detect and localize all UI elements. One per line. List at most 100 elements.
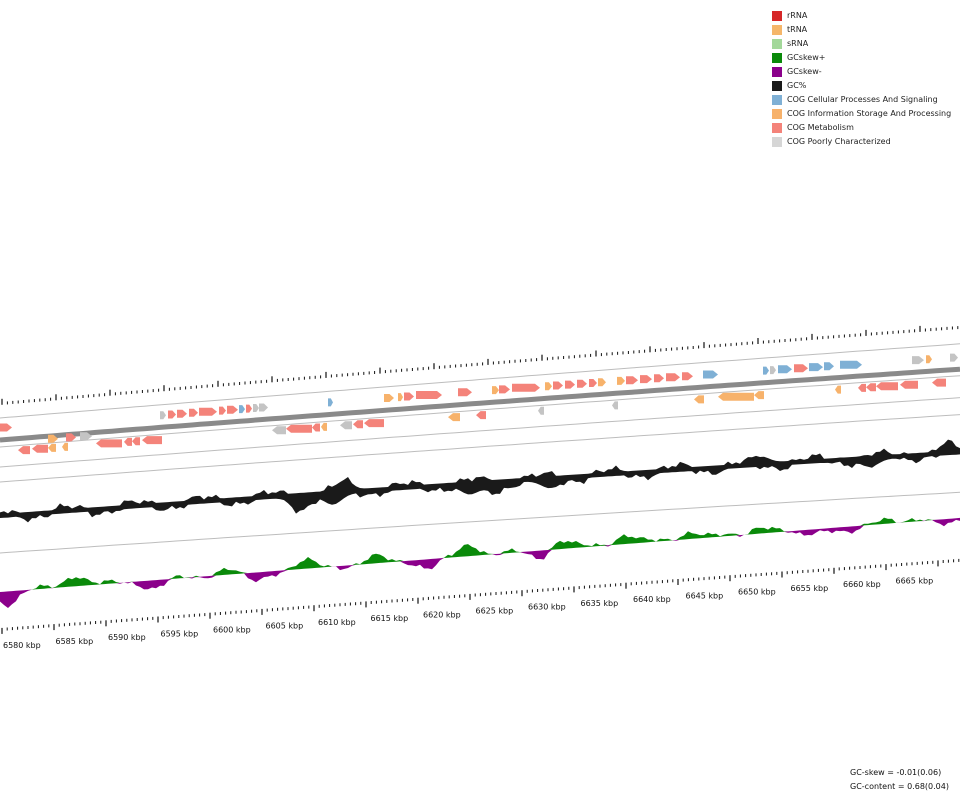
gene-arrow [476,411,486,420]
gc-skew-positive [0,517,960,592]
legend-swatch [772,81,782,91]
gene-arrow [96,439,122,448]
inner-tick-ruler [1,558,960,634]
gene-arrow [18,446,30,455]
kbp-label: 6650 kbp [738,588,776,597]
gene-arrow [286,424,312,433]
legend: rRNA tRNA sRNA GCskew+ GCskew- GC% COG Cellula… [772,9,951,149]
gene-arrow [364,419,384,428]
gene-arrow [577,379,587,388]
gene-arrow [778,365,792,374]
track-line [0,343,960,419]
gene-arrow [912,356,924,365]
track-line [0,414,960,483]
gene-arrow [321,422,327,431]
gene-arrow [416,391,442,399]
gene-arrow [763,366,769,375]
kbp-label: 6620 kbp [423,610,461,619]
backbone-line [0,366,960,443]
kbp-label: 6615 kbp [371,614,409,623]
gene-arrow [199,407,217,416]
legend-label: COG Cellular Processes And Signaling [787,95,938,104]
legend-label: GCskew+ [787,53,826,62]
gene-arrow [876,382,898,391]
legend-label: COG Information Storage And Processing [787,109,952,118]
kbp-label: 6590 kbp [108,633,146,642]
kbp-label: 6585 kbp [56,637,94,646]
gene-arrow [694,395,704,404]
legend-swatch [772,53,782,63]
legend-label: GC% [787,81,807,90]
legend-swatch [772,95,782,105]
legend-swatch [772,25,782,35]
gene-arrow [177,409,187,418]
kbp-label: 6645 kbp [686,591,724,600]
gene-arrow [328,398,333,407]
gene-arrow [0,423,12,432]
gene-arrow [545,382,552,391]
track-line [0,375,960,448]
gene-arrow [703,370,718,379]
gene-arrow [458,388,472,397]
legend-item: COG Information Storage And Processing [772,107,951,121]
gene-arrow [553,381,563,390]
legend-swatch [772,137,782,147]
gene-arrow [353,420,363,429]
legend-item: GC% [772,79,951,93]
gene-arrow [32,444,48,453]
gene-arrow [168,410,176,419]
gene-arrow [246,404,252,413]
gene-arrow [259,403,268,412]
gene-arrow [626,376,638,385]
gene-arrow [640,375,652,384]
kbp-axis-labels: 6580 kbp 6585 kbp 6590 kbp 6595 kbp 6600 kbp… [3,576,933,649]
legend-label: sRNA [787,39,809,48]
track-boundaries [0,343,960,554]
gene-arrow [124,437,132,446]
gene-arrow [598,378,606,387]
gene-arrow [62,442,68,451]
gene-arrow [900,380,918,389]
gc-skew-stat: GC-skew = -0.01(0.06) [850,768,942,777]
gene-arrow [384,394,394,402]
kbp-label: 6625 kbp [476,607,514,616]
kbp-label: 6655 kbp [791,584,829,593]
gene-arrow [565,380,575,389]
legend-item: COG Metabolism [772,121,951,135]
legend-item: rRNA [772,9,951,23]
gene-arrow [227,405,238,414]
gene-arrow [499,385,510,394]
gene-arrow [448,413,460,422]
gene-arrow [272,426,286,435]
gene-arrow [48,434,58,443]
gene-arrow [160,411,166,420]
kbp-label: 6600 kbp [213,626,251,635]
gene-features [0,353,958,455]
legend-label: rRNA [787,11,808,20]
track-line [0,397,960,468]
gene-arrow [866,383,876,392]
legend-swatch [772,109,782,119]
kbp-label: 6660 kbp [843,580,881,589]
gene-arrow [682,372,693,381]
legend-item: GCskew+ [772,51,951,65]
legend-swatch [772,39,782,49]
gene-arrow [718,392,754,401]
outer-tick-ruler [1,325,959,405]
legend-item: COG Poorly Characterized [772,135,951,149]
kbp-label: 6635 kbp [581,599,619,608]
gene-arrow [219,406,226,415]
gene-arrow [840,360,862,369]
legend-swatch [772,123,782,133]
gene-arrow [770,366,776,375]
kbp-label: 6640 kbp [633,595,671,604]
gene-arrow [538,406,544,415]
legend-item: tRNA [772,23,951,37]
gene-arrow [142,436,162,445]
gene-arrow [48,443,56,452]
gene-arrow [794,364,808,373]
legend-label: COG Metabolism [787,123,854,132]
gene-arrow [66,433,76,442]
kbp-label: 6610 kbp [318,618,356,627]
